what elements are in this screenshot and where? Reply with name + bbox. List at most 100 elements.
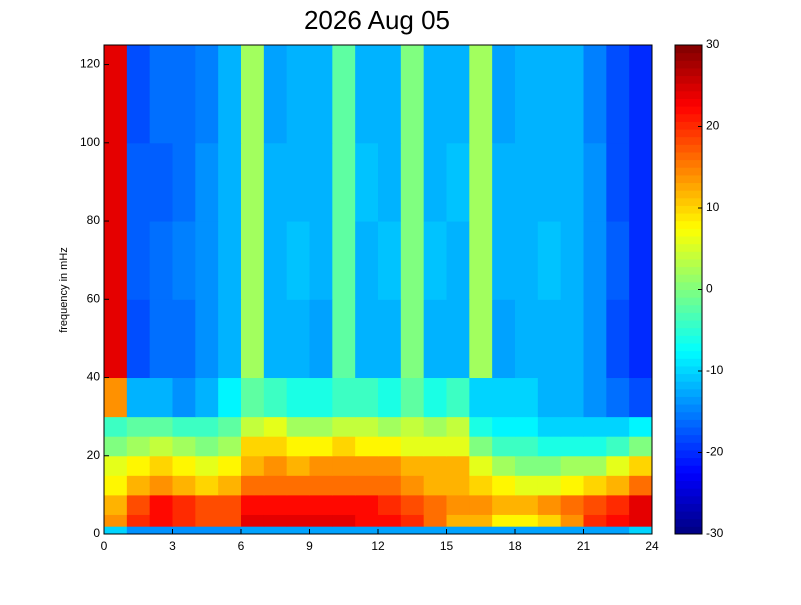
heatmap-cell [560,526,584,535]
heatmap-cell [286,494,310,515]
heatmap-cell [218,526,242,535]
colorbar-swatch [675,404,702,413]
colorbar-swatch [675,144,702,153]
heatmap-cell [492,455,516,476]
y-tick-label: 0 [93,526,100,540]
heatmap-cell [469,299,493,379]
heatmap-cell [149,299,173,379]
heatmap-cell [446,142,470,222]
heatmap-cell [172,514,196,527]
heatmap-cell [218,416,242,437]
heatmap-cell [446,221,470,300]
heatmap-cell [286,436,310,457]
heatmap-cell [537,514,562,527]
colorbar-swatch [675,266,702,275]
colorbar-swatch [675,197,702,206]
heatmap-cell [446,514,470,527]
colorbar-swatch [675,358,702,367]
heatmap-cell [195,526,219,535]
heatmap-cell [560,455,584,476]
x-tick-label: 3 [169,539,176,553]
heatmap-cell [172,494,196,515]
heatmap-cell [583,526,607,535]
heatmap-cell [195,494,219,515]
heatmap-cell [629,455,653,476]
x-tick-label: 21 [577,539,591,553]
colorbar-swatch [675,373,702,382]
heatmap-cell [241,377,265,418]
heatmap-cell [332,416,356,437]
heatmap-cell [583,299,607,379]
heatmap-cell [309,514,333,527]
heatmap-cell [583,142,607,222]
heatmap-cell [195,475,219,496]
heatmap-cell [126,377,151,418]
heatmap-cell [104,494,128,515]
colorbar-swatch [675,220,702,229]
x-tick-label: 6 [238,539,245,553]
heatmap-cell [126,142,151,222]
colorbar-swatch [675,495,702,504]
x-tick-label: 15 [440,539,454,553]
heatmap-cell [537,377,562,418]
heatmap-cell [241,299,265,379]
colorbar-swatch [675,236,702,245]
heatmap-cell [469,436,493,457]
colorbar-swatch [675,274,702,283]
heatmap-cell [286,455,310,476]
heatmap-cell [149,45,173,144]
heatmap-cell [104,142,128,222]
y-tick-label: 60 [87,291,101,305]
heatmap-cell [172,475,196,496]
heatmap-cell [286,526,310,535]
heatmap-cell [241,45,265,144]
chart-title: 2026 Aug 05 [304,5,450,35]
heatmap-cell [378,526,402,535]
heatmap-cell [537,526,562,535]
heatmap-cell [469,455,493,476]
heatmap-cell [104,416,128,437]
heatmap-cell [515,377,539,418]
heatmap-cell [378,514,402,527]
y-tick-label: 40 [87,370,101,384]
heatmap-cell [286,514,310,527]
heatmap-cell [172,455,196,476]
heatmap-cell [469,416,493,437]
heatmap-cell [492,221,516,300]
heatmap-cell [286,142,310,222]
heatmap-cell [606,526,630,535]
colorbar-swatch [675,457,702,466]
colorbar [675,45,702,535]
colorbar-swatch [675,526,702,535]
heatmap-cell [378,416,402,437]
y-tick-label: 120 [80,57,100,71]
heatmap-cell [218,514,242,527]
heatmap-cell [332,221,356,300]
heatmap-cell [355,514,379,527]
heatmap-cell [378,221,402,300]
heatmap-cell [218,45,242,144]
heatmap-cell [515,494,539,515]
colorbar-swatch [675,90,702,99]
heatmap-cell [263,377,288,418]
colorbar-swatch [675,136,702,145]
colorbar-swatch [675,151,702,161]
heatmap-cell [423,494,447,515]
heatmap-cell [355,436,379,457]
heatmap-cell [492,494,516,515]
heatmap-cell [263,455,288,476]
colorbar-swatch [675,45,702,54]
heatmap-cell [583,436,607,457]
colorbar-swatch [675,442,702,451]
heatmap-cell [606,494,630,515]
heatmap-cell [263,142,288,222]
heatmap-cell [126,221,151,300]
heatmap-cell [583,45,607,144]
heatmap-cell [469,514,493,527]
colorbar-swatch [675,213,702,222]
heatmap-cell [469,377,493,418]
heatmap-cell [241,494,265,515]
heatmap-cell [195,299,219,379]
heatmap-cell [309,45,333,144]
heatmap-cell [606,436,630,457]
